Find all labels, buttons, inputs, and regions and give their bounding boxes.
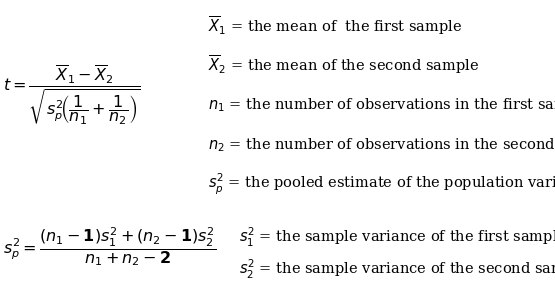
- Text: $s_p^2$ = the pooled estimate of the population variance: $s_p^2$ = the pooled estimate of the pop…: [208, 172, 555, 197]
- Text: $n_1$ = the number of observations in the first sample: $n_1$ = the number of observations in th…: [208, 96, 555, 114]
- Text: $s_1^2$ = the sample variance of the first sample: $s_1^2$ = the sample variance of the fir…: [239, 226, 555, 249]
- Text: $\overline{X}_1$ = the mean of  the first sample: $\overline{X}_1$ = the mean of the first…: [208, 15, 463, 37]
- Text: $t = \dfrac{\overline{X}_1 - \overline{X}_2}{\sqrt{s_p^2\!\left(\dfrac{1}{n_1}+\: $t = \dfrac{\overline{X}_1 - \overline{X…: [3, 63, 141, 127]
- Text: $n_2$ = the number of observations in the second sample: $n_2$ = the number of observations in th…: [208, 137, 555, 154]
- Text: $\overline{X}_2$ = the mean of the second sample: $\overline{X}_2$ = the mean of the secon…: [208, 54, 480, 76]
- Text: $s_2^2$ = the sample variance of the second sample: $s_2^2$ = the sample variance of the sec…: [239, 258, 555, 281]
- Text: $s_p^2 = \dfrac{(n_1-\mathbf{1})s_1^2+(n_2-\mathbf{1})s_2^2}{n_1+n_2-\mathbf{2}}: $s_p^2 = \dfrac{(n_1-\mathbf{1})s_1^2+(n…: [3, 225, 216, 268]
